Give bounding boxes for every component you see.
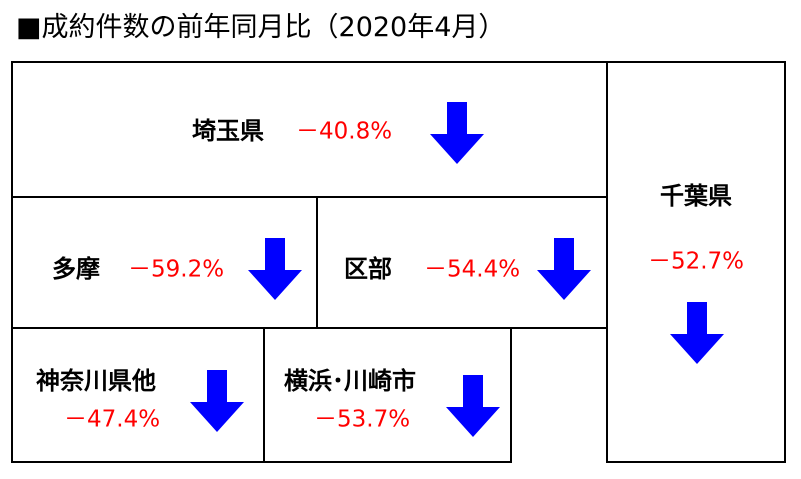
region-change: －40.8%	[296, 119, 392, 145]
region-change: －47.4%	[64, 407, 160, 433]
region-change: －54.4%	[424, 257, 520, 283]
region-name: 千葉県	[660, 182, 732, 210]
down-arrow	[190, 370, 244, 432]
region-change: －52.7%	[648, 249, 744, 275]
down-arrow	[446, 375, 500, 437]
region-change: －53.7%	[314, 407, 410, 433]
title: ■成約件数の前年同月比（2020年4月）	[16, 12, 505, 43]
down-arrow	[537, 238, 591, 300]
region-box	[263, 327, 512, 463]
region-name: 神奈川県他	[36, 367, 156, 395]
region-name: 多摩	[52, 255, 100, 283]
down-arrow	[248, 238, 302, 300]
region-name: 横浜･川崎市	[284, 367, 416, 395]
region-name: 埼玉県	[192, 117, 264, 145]
region-name: 区部	[344, 255, 392, 283]
down-arrow	[430, 102, 484, 164]
down-arrow	[670, 302, 724, 364]
region-change: －59.2%	[128, 257, 224, 283]
